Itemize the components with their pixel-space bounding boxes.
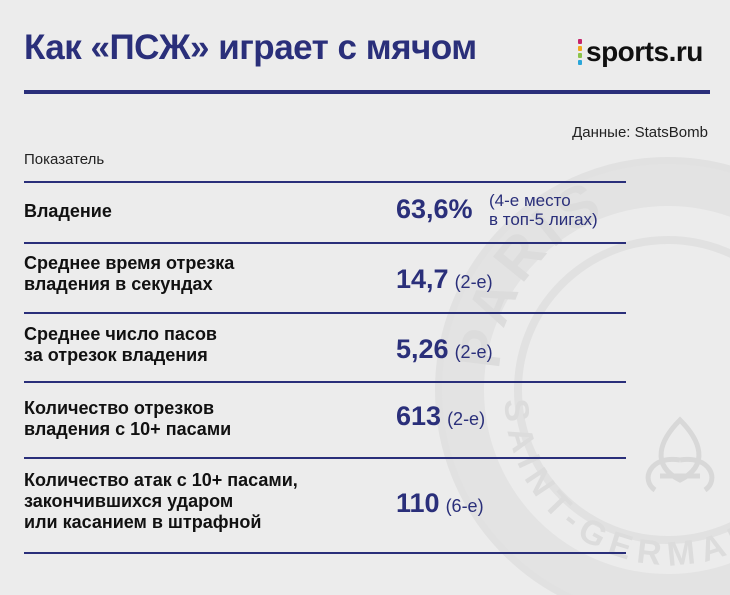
rank-note: (6-е) (445, 496, 484, 516)
row-label-line: Количество отрезков (24, 398, 215, 418)
row-label: Количество отрезков владения с 10+ пасам… (24, 398, 374, 440)
rank-note-line: в топ-5 лигах) (489, 210, 598, 229)
rank-note-line: (4-е место (489, 191, 571, 210)
sports-ru-logo: sports.ru (578, 36, 703, 68)
rank-note: (2-е) (454, 342, 493, 362)
title-divider (24, 90, 710, 94)
page-title: Как «ПСЖ» играет с мячом (24, 28, 477, 67)
stat-value: 14,7 (396, 264, 449, 294)
stat-value: 63,6% (396, 194, 473, 224)
rank-note: (4-е место в топ-5 лигах) (489, 191, 598, 229)
divider (24, 181, 626, 183)
divider (24, 312, 626, 314)
logo-text: sports.ru (586, 36, 703, 67)
logo-dot (578, 39, 582, 44)
row-label: Среднее число пасов за отрезок владения (24, 324, 374, 366)
row-label-line: закончившихся ударом (24, 491, 234, 511)
row-label-line: или касанием в штрафной (24, 512, 262, 532)
divider (24, 242, 626, 244)
divider (24, 381, 626, 383)
row-value: 613 (2-е) (396, 401, 485, 432)
row-label-line: владения в секундах (24, 274, 213, 294)
divider (24, 552, 626, 554)
row-value: 14,7 (2-е) (396, 264, 493, 295)
row-label-line: Среднее время отрезка (24, 253, 235, 273)
rank-note: (2-е) (454, 272, 493, 292)
stat-value: 613 (396, 401, 442, 431)
divider (24, 457, 626, 459)
row-label-line: за отрезок владения (24, 345, 208, 365)
stat-value: 110 (396, 488, 440, 518)
logo-dot (578, 46, 582, 51)
row-label-line: Количество атак с 10+ пасами, (24, 470, 298, 490)
row-value: 5,26 (2-е) (396, 334, 493, 365)
column-header: Показатель (24, 151, 105, 168)
logo-dots-icon (578, 39, 582, 65)
row-value: 110 (6-е) (396, 488, 484, 519)
fleur-de-lis-icon (645, 416, 715, 493)
row-label-line: Владение (24, 201, 112, 221)
stat-value: 5,26 (396, 334, 449, 364)
logo-dot (578, 53, 582, 58)
data-source: Данные: StatsBomb (572, 124, 708, 141)
row-label: Владение (24, 201, 374, 222)
rank-note: (2-е) (447, 409, 486, 429)
row-label-line: Среднее число пасов (24, 324, 217, 344)
logo-dot (578, 60, 582, 65)
row-label: Среднее время отрезка владения в секунда… (24, 253, 374, 295)
row-label: Количество атак с 10+ пасами, закончивши… (24, 470, 374, 533)
row-value: 63,6% (396, 194, 473, 225)
row-label-line: владения с 10+ пасами (24, 419, 232, 439)
